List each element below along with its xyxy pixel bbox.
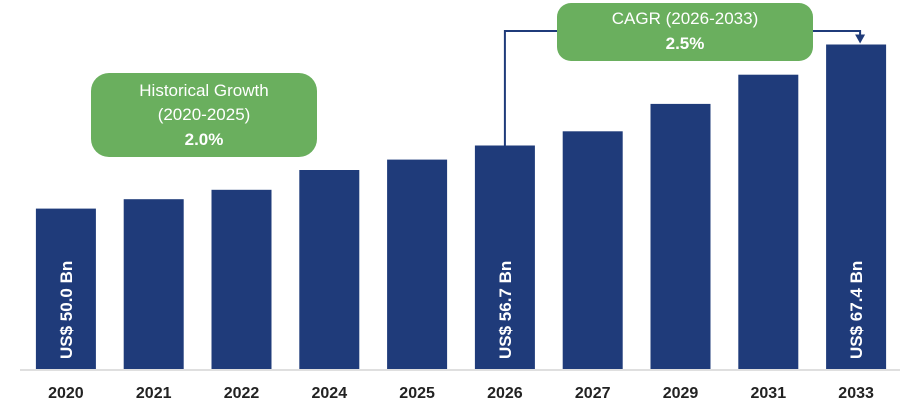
x-tick-2021: 2021: [136, 385, 172, 402]
value-label-2020: US$ 50.0 Bn: [57, 261, 76, 359]
cagr-callout-box: [557, 3, 813, 61]
bar-2031: [738, 74, 799, 369]
cagr-callout: CAGR (2026-2033) 2.5%: [557, 3, 813, 61]
x-tick-2033: 2033: [838, 385, 874, 402]
x-tick-2029: 2029: [663, 385, 699, 402]
x-tick-2031: 2031: [751, 385, 787, 402]
arrowhead-icon: [855, 34, 866, 44]
bar-2025: [387, 159, 448, 369]
bar-2033: [826, 44, 887, 369]
x-tick-2026: 2026: [487, 385, 523, 402]
bar-2024: [299, 170, 360, 369]
x-tick-labels-group: 2020 2021 2022 2024 2025 2026 2027 2029 2031 2033: [48, 385, 874, 402]
bar-2029: [650, 103, 711, 370]
historical-callout-box: [91, 73, 317, 157]
x-tick-2022: 2022: [224, 385, 260, 402]
historical-callout-value: 2.0%: [185, 130, 224, 149]
bar-2027: [562, 131, 623, 369]
value-labels-group: US$ 50.0 Bn US$ 56.7 Bn US$ 67.4 Bn: [57, 261, 866, 359]
x-tick-2020: 2020: [48, 385, 84, 402]
x-tick-2024: 2024: [312, 385, 348, 402]
bar-2026: [474, 145, 535, 369]
x-tick-2027: 2027: [575, 385, 611, 402]
bar-2020: [35, 208, 96, 369]
cagr-callout-title: CAGR (2026-2033): [612, 9, 758, 28]
value-label-2026: US$ 56.7 Bn: [496, 261, 515, 359]
historical-growth-callout: Historical Growth (2020-2025) 2.0%: [91, 73, 317, 157]
cagr-callout-value: 2.5%: [666, 34, 705, 53]
bars-group: [35, 44, 887, 370]
bar-2022: [211, 189, 272, 369]
value-label-2033: US$ 67.4 Bn: [847, 261, 866, 359]
x-tick-2025: 2025: [399, 385, 435, 402]
bar-2021: [123, 199, 184, 369]
historical-callout-period: (2020-2025): [158, 105, 251, 124]
historical-callout-title: Historical Growth: [139, 81, 268, 100]
